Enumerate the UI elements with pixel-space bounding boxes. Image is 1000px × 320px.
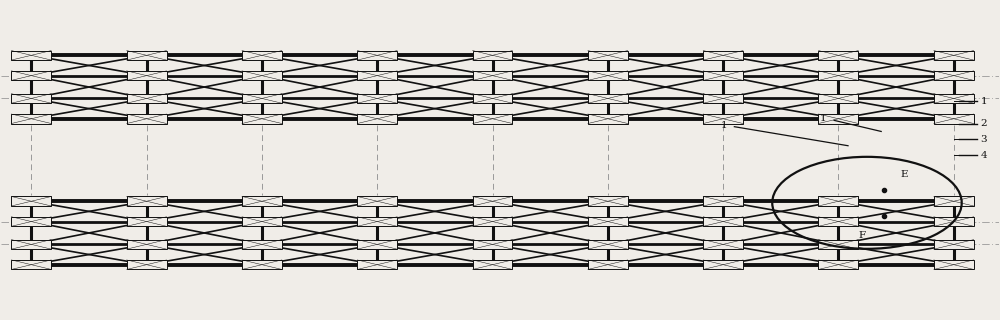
Bar <box>818 114 858 124</box>
Bar <box>588 51 628 60</box>
Bar <box>818 196 858 206</box>
Bar <box>588 114 628 124</box>
Bar <box>127 51 167 60</box>
Bar <box>357 51 397 60</box>
Bar <box>127 217 167 226</box>
Bar <box>934 114 974 124</box>
Text: E: E <box>900 170 908 179</box>
Bar <box>127 260 167 269</box>
Bar <box>818 51 858 60</box>
Bar <box>934 196 974 206</box>
Bar <box>11 260 51 269</box>
Bar <box>357 196 397 206</box>
Bar <box>357 260 397 269</box>
Bar <box>11 51 51 60</box>
Bar <box>934 217 974 226</box>
Bar <box>934 260 974 269</box>
Bar <box>473 260 512 269</box>
Bar <box>11 94 51 103</box>
Bar <box>127 94 167 103</box>
Bar <box>242 51 282 60</box>
Bar <box>818 217 858 226</box>
Bar <box>818 240 858 249</box>
Bar <box>703 196 743 206</box>
Bar <box>934 51 974 60</box>
Bar <box>242 260 282 269</box>
Bar <box>11 114 51 124</box>
Bar <box>473 71 512 80</box>
Bar <box>357 114 397 124</box>
Bar <box>703 240 743 249</box>
Bar <box>127 71 167 80</box>
Bar <box>934 94 974 103</box>
Bar <box>11 71 51 80</box>
Bar <box>703 217 743 226</box>
Bar <box>703 51 743 60</box>
Bar <box>127 240 167 249</box>
Bar <box>357 240 397 249</box>
Bar <box>473 217 512 226</box>
Bar <box>11 196 51 206</box>
Text: 3: 3 <box>981 135 987 144</box>
Bar <box>242 71 282 80</box>
Bar <box>127 196 167 206</box>
Text: F: F <box>859 231 866 240</box>
Bar <box>127 114 167 124</box>
Bar <box>588 196 628 206</box>
Bar <box>934 240 974 249</box>
Bar <box>818 260 858 269</box>
Bar <box>357 71 397 80</box>
Bar <box>242 217 282 226</box>
Bar <box>818 71 858 80</box>
Bar <box>588 260 628 269</box>
Bar <box>473 51 512 60</box>
Text: 1: 1 <box>819 114 826 123</box>
Bar <box>818 94 858 103</box>
Bar <box>11 217 51 226</box>
Bar <box>473 196 512 206</box>
Bar <box>934 71 974 80</box>
Text: 1: 1 <box>981 97 987 106</box>
Bar <box>357 217 397 226</box>
Bar <box>588 217 628 226</box>
Text: 2: 2 <box>981 119 987 128</box>
Bar <box>357 94 397 103</box>
Bar <box>242 196 282 206</box>
Bar <box>703 114 743 124</box>
Bar <box>473 94 512 103</box>
Bar <box>703 71 743 80</box>
Bar <box>242 94 282 103</box>
Bar <box>242 114 282 124</box>
Text: 4: 4 <box>981 151 987 160</box>
Bar <box>588 94 628 103</box>
Bar <box>11 240 51 249</box>
Bar <box>242 240 282 249</box>
Bar <box>588 240 628 249</box>
Bar <box>473 240 512 249</box>
Bar <box>588 71 628 80</box>
Text: 1: 1 <box>721 121 727 130</box>
Bar <box>703 260 743 269</box>
Bar <box>703 94 743 103</box>
Bar <box>473 114 512 124</box>
